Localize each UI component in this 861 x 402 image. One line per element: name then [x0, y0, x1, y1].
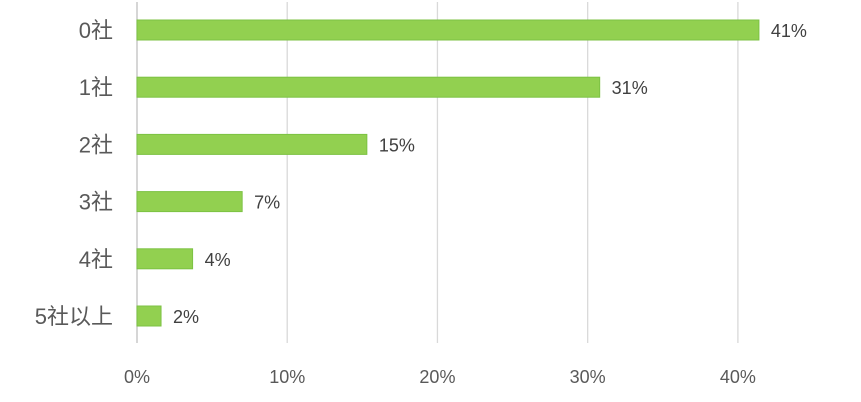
data-label: 41%	[771, 21, 807, 41]
x-tick-label: 40%	[720, 367, 756, 387]
category-label: 3社	[79, 190, 113, 215]
category-label: 0社	[79, 18, 113, 43]
x-tick-labels: 0% 10% 20% 30% 40%	[124, 367, 756, 387]
category-label: 1社	[79, 75, 113, 100]
bar-1	[136, 76, 601, 98]
category-label: 5社以上	[35, 304, 113, 329]
data-labels: 41% 31% 15% 7% 4% 2%	[173, 21, 807, 327]
bar-3	[136, 191, 243, 213]
data-label: 2%	[173, 307, 199, 327]
bar-2	[136, 133, 368, 155]
data-label: 15%	[379, 135, 415, 155]
bars	[136, 19, 760, 327]
bar-5	[136, 305, 162, 327]
category-labels: 0社 1社 2社 3社 4社 5社以上	[35, 18, 113, 329]
category-label: 2社	[79, 132, 113, 157]
x-tick-label: 20%	[419, 367, 455, 387]
gridlines	[136, 2, 739, 343]
bar-4	[136, 248, 194, 270]
data-label: 7%	[254, 193, 280, 213]
x-tick-label: 30%	[570, 367, 606, 387]
bar-0	[136, 19, 760, 41]
category-label: 4社	[79, 247, 113, 272]
data-label: 4%	[205, 250, 231, 270]
data-label: 31%	[612, 78, 648, 98]
x-tick-label: 0%	[124, 367, 150, 387]
x-tick-label: 10%	[269, 367, 305, 387]
